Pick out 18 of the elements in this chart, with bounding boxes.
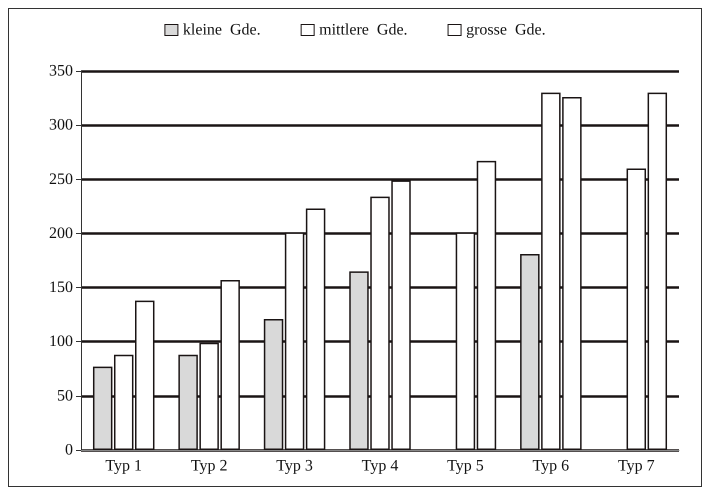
y-tick-label: 300 [49, 116, 73, 134]
x-tick-label: Typ 4 [362, 458, 398, 474]
y-tick-label: 250 [49, 170, 73, 188]
y-tick-label: 100 [49, 333, 73, 350]
x-tick-label: Typ 3 [276, 458, 313, 474]
x-tick-label: Typ 5 [447, 458, 484, 474]
y-tick-label: 0 [65, 442, 73, 458]
y-tick-label: 50 [57, 387, 73, 404]
legend-label: grosse Gde. [466, 22, 546, 38]
legend-label: mittlere Gde. [319, 22, 408, 38]
x-tick-label: Typ 6 [532, 458, 570, 474]
x-tick-label: Typ 2 [190, 458, 228, 474]
x-tick-label: Typ 1 [105, 458, 142, 474]
y-tick-label: 200 [49, 224, 73, 242]
legend-label: kleine Gde. [182, 22, 261, 38]
y-tick-label: 150 [49, 279, 73, 296]
y-tick-label: 350 [49, 62, 73, 80]
x-tick-label: Typ 7 [618, 458, 655, 474]
